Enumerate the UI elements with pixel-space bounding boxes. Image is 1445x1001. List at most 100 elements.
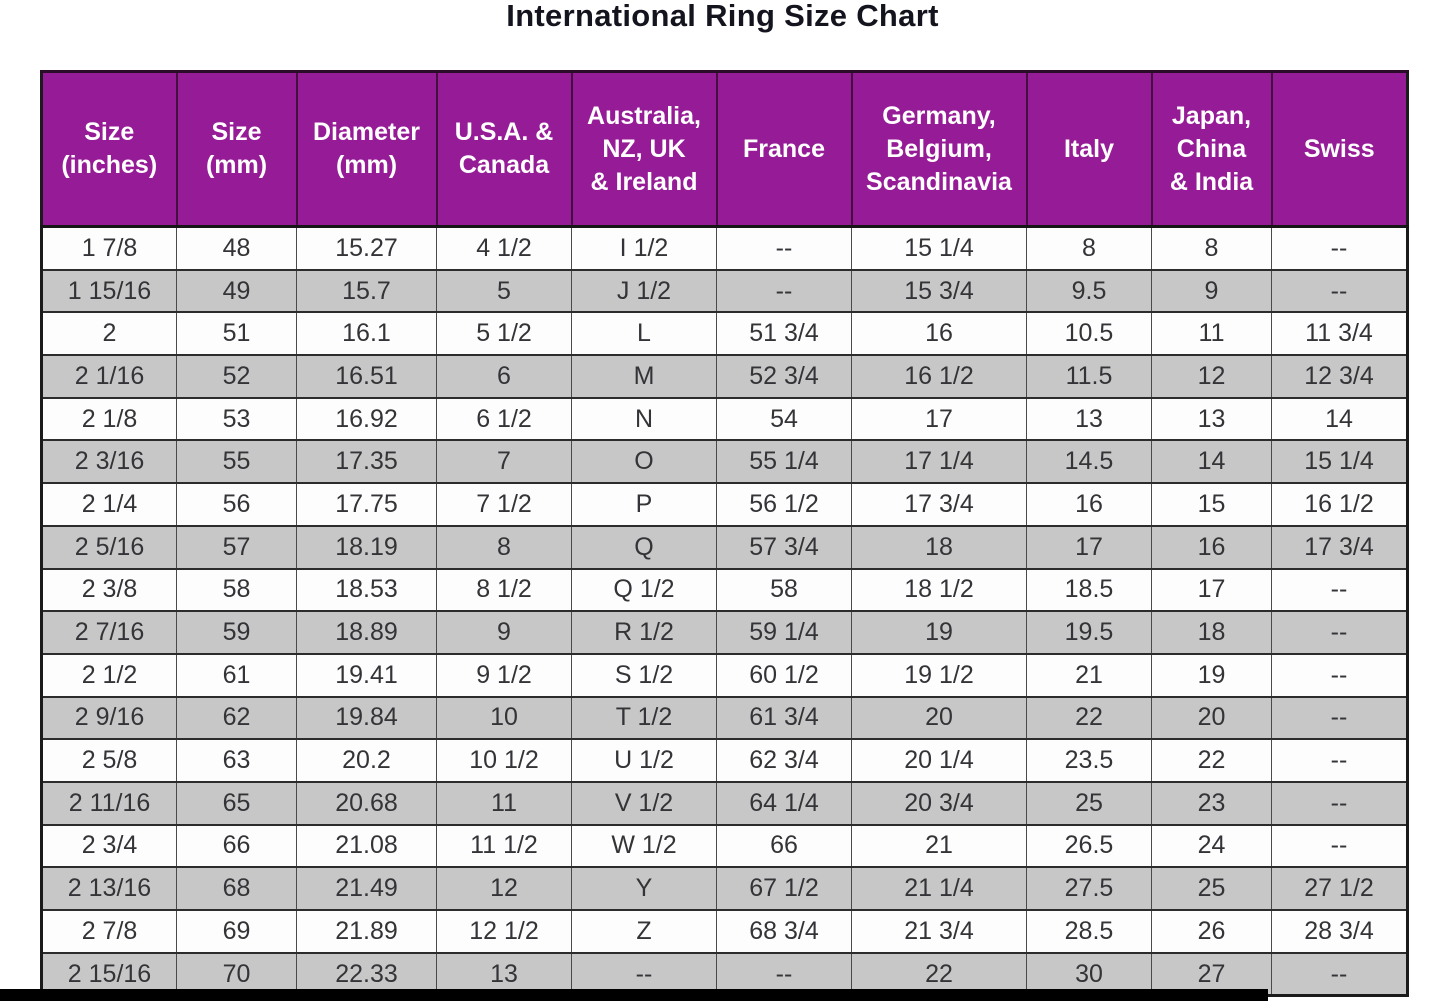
table-cell: 12 3/4 bbox=[1271, 354, 1408, 399]
table-row: 2 11/16 65 20.68 11 V 1/2 64 1/4 20 3/4 25 23 -- bbox=[41, 780, 1408, 826]
table-cell: 56 bbox=[176, 482, 297, 527]
table-cell: 26 bbox=[1151, 909, 1272, 954]
column-header: Size (mm) bbox=[175, 70, 298, 228]
table-cell: 60 1/2 bbox=[716, 652, 852, 698]
table-cell: 15 1/4 bbox=[1271, 439, 1408, 485]
table-cell: 61 bbox=[176, 652, 297, 698]
table-cell: 11 1/2 bbox=[436, 823, 572, 869]
table-cell: -- bbox=[1271, 268, 1408, 314]
table-cell: J 1/2 bbox=[571, 268, 717, 314]
table-cell: 28 3/4 bbox=[1271, 909, 1408, 954]
table-cell: 55 bbox=[176, 439, 297, 485]
table-cell: 21.08 bbox=[296, 823, 437, 869]
table-row: 2 7/8 69 21.89 12 1/2 Z 68 3/4 21 3/4 28.5 26 28 … bbox=[41, 909, 1408, 954]
table-cell: 65 bbox=[176, 780, 297, 826]
table-cell: 10 bbox=[436, 695, 572, 741]
table-cell: 23.5 bbox=[1026, 738, 1152, 783]
table-cell: 17.35 bbox=[296, 439, 437, 485]
table-cell: 16 bbox=[1151, 524, 1272, 570]
table-cell: 52 3/4 bbox=[716, 354, 852, 399]
column-header: Italy bbox=[1025, 70, 1153, 228]
table-cell: 17 bbox=[1151, 567, 1272, 613]
table-row: 2 3/8 58 18.53 8 1/2 Q 1/2 58 18 1/2 18.5 17 -- bbox=[41, 567, 1408, 613]
table-cell: 1 7/8 bbox=[41, 225, 177, 271]
table-cell: 24 bbox=[1151, 823, 1272, 869]
table-cell: -- bbox=[1271, 567, 1408, 613]
table-cell: 2 3/4 bbox=[41, 823, 177, 869]
table-cell: 27.5 bbox=[1026, 866, 1152, 911]
table-row: 2 1/8 53 16.92 6 1/2 N 54 17 13 13 14 bbox=[41, 396, 1408, 442]
page-title: International Ring Size Chart bbox=[506, 0, 939, 33]
table-cell: 59 1/4 bbox=[716, 610, 852, 655]
table-cell: 2 11/16 bbox=[41, 780, 177, 826]
table-cell: 2 13/16 bbox=[41, 866, 177, 911]
table-cell: 4 1/2 bbox=[436, 225, 572, 271]
table-cell: 1 15/16 bbox=[41, 268, 177, 314]
table-cell: 49 bbox=[176, 268, 297, 314]
table-cell: 66 bbox=[176, 823, 297, 869]
table-body: 1 7/8 48 15.27 4 1/2 I 1/2 -- 15 1/4 8 8 -- 1 15/1… bbox=[41, 225, 1408, 997]
table-cell: 21 bbox=[851, 823, 1027, 869]
table-cell: 18.5 bbox=[1026, 567, 1152, 613]
table-row: 2 1/2 61 19.41 9 1/2 S 1/2 60 1/2 19 1/2 21 19 -- bbox=[41, 652, 1408, 698]
table-cell: -- bbox=[1271, 695, 1408, 741]
table-header-row: Size (inches) Size (mm) Diameter (mm) U.S.A… bbox=[40, 70, 1409, 228]
table-cell: -- bbox=[716, 268, 852, 314]
table-cell: 20 3/4 bbox=[851, 780, 1027, 826]
table-cell: 17 1/4 bbox=[851, 439, 1027, 485]
table-cell: -- bbox=[1271, 823, 1408, 869]
table-cell: 22 bbox=[1026, 695, 1152, 741]
table-cell: 18 1/2 bbox=[851, 567, 1027, 613]
table-cell: 57 3/4 bbox=[716, 524, 852, 570]
table-cell: 19.84 bbox=[296, 695, 437, 741]
table-cell: 11 bbox=[1151, 311, 1272, 357]
table-row: 2 51 16.1 5 1/2 L 51 3/4 16 10.5 11 11 3/4 bbox=[41, 311, 1408, 357]
table-cell: -- bbox=[1271, 951, 1408, 997]
table-cell: V 1/2 bbox=[571, 780, 717, 826]
table-cell: 2 7/8 bbox=[41, 909, 177, 954]
table-cell: 19.5 bbox=[1026, 610, 1152, 655]
table-cell: 69 bbox=[176, 909, 297, 954]
table-cell: 10 1/2 bbox=[436, 738, 572, 783]
bottom-border-bar bbox=[0, 989, 1268, 1001]
table-cell: 59 bbox=[176, 610, 297, 655]
table-cell: 21 3/4 bbox=[851, 909, 1027, 954]
table-cell: L bbox=[571, 311, 717, 357]
table-cell: 16 bbox=[851, 311, 1027, 357]
table-cell: 8 bbox=[436, 524, 572, 570]
column-header: Australia, NZ, UK & Ireland bbox=[570, 70, 718, 228]
table-cell: 20.68 bbox=[296, 780, 437, 826]
table-cell: 27 1/2 bbox=[1271, 866, 1408, 911]
table-cell: 28.5 bbox=[1026, 909, 1152, 954]
table-cell: 20.2 bbox=[296, 738, 437, 783]
table-cell: 61 3/4 bbox=[716, 695, 852, 741]
table-cell: 14 bbox=[1271, 396, 1408, 442]
table-row: 1 15/16 49 15.7 5 J 1/2 -- 15 3/4 9.5 9 -- bbox=[41, 268, 1408, 314]
table-cell: M bbox=[571, 354, 717, 399]
table-cell: 62 bbox=[176, 695, 297, 741]
table-cell: 16 bbox=[1026, 482, 1152, 527]
table-cell: 11 3/4 bbox=[1271, 311, 1408, 357]
table-cell: P bbox=[571, 482, 717, 527]
table-cell: 11 bbox=[436, 780, 572, 826]
table-cell: 5 1/2 bbox=[436, 311, 572, 357]
column-header: Swiss bbox=[1270, 70, 1409, 228]
table-cell: -- bbox=[716, 225, 852, 271]
table-cell: -- bbox=[1271, 225, 1408, 271]
table-cell: 16.51 bbox=[296, 354, 437, 399]
table-cell: -- bbox=[1271, 652, 1408, 698]
table-cell: N bbox=[571, 396, 717, 442]
table-cell: -- bbox=[1271, 610, 1408, 655]
table-cell: 14 bbox=[1151, 439, 1272, 485]
table-cell: S 1/2 bbox=[571, 652, 717, 698]
table-cell: 66 bbox=[716, 823, 852, 869]
table-cell: 25 bbox=[1151, 866, 1272, 911]
table-cell: Z bbox=[571, 909, 717, 954]
table-cell: 11.5 bbox=[1026, 354, 1152, 399]
table-cell: -- bbox=[1271, 738, 1408, 783]
table-cell: 21.49 bbox=[296, 866, 437, 911]
table-cell: 17 bbox=[1026, 524, 1152, 570]
table-cell: 2 1/8 bbox=[41, 396, 177, 442]
table-cell: 19 1/2 bbox=[851, 652, 1027, 698]
table-cell: 8 bbox=[1026, 225, 1152, 271]
